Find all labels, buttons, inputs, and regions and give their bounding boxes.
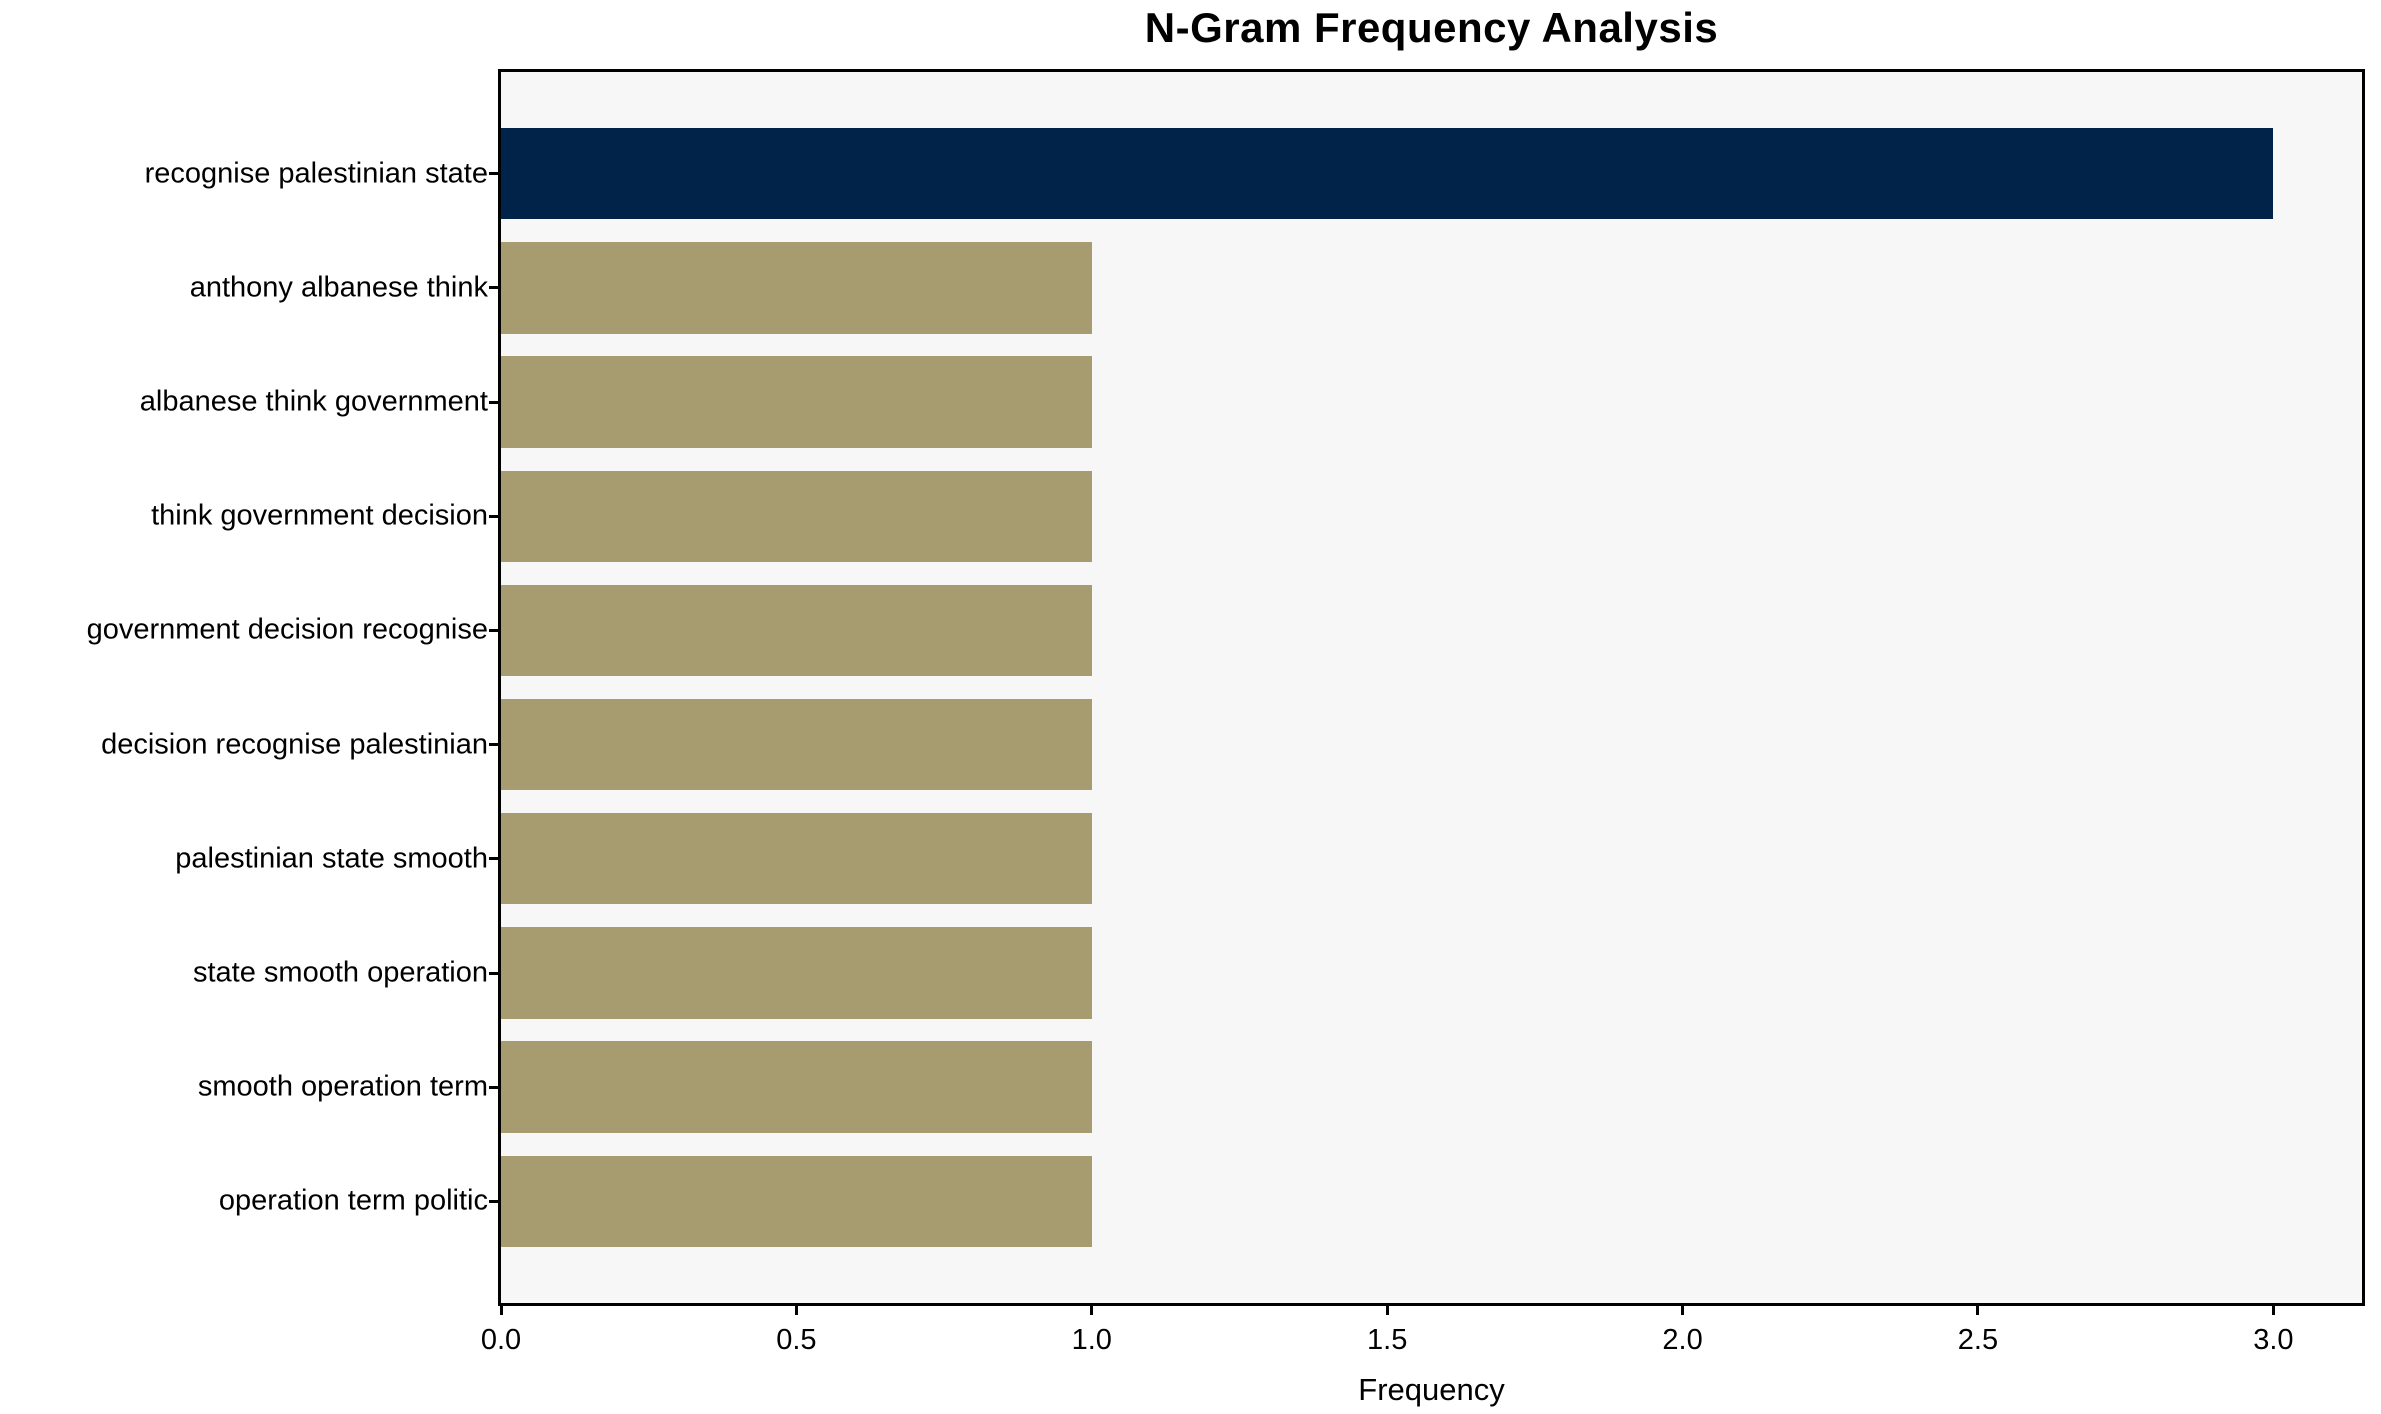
plot-area: [498, 69, 2365, 1306]
x-axis-title: Frequency: [1358, 1372, 1505, 1407]
bar: [501, 127, 2274, 220]
y-tick-mark: [489, 1085, 498, 1089]
y-tick-label: state smooth operation: [192, 956, 488, 989]
y-tick-mark: [489, 628, 498, 632]
bar-row: [501, 117, 2362, 231]
x-tick-label: 1.5: [1367, 1324, 1408, 1356]
bar-rows-container: [501, 72, 2362, 1303]
x-tick-label: 0.0: [480, 1324, 522, 1356]
bar-row: [501, 345, 2362, 459]
x-tick-mark: [794, 1306, 798, 1315]
x-tick-mark: [2271, 1306, 2275, 1315]
x-tick-mark: [1681, 1306, 1685, 1315]
y-tick-mark: [489, 743, 498, 747]
y-tick-mark: [489, 514, 498, 518]
y-tick-label: recognise palestinian state: [144, 157, 488, 190]
y-tick-label: smooth operation term: [197, 1070, 488, 1103]
bar: [501, 698, 1092, 791]
y-tick-label: think government decision: [151, 499, 488, 532]
x-tick-mark: [1385, 1306, 1389, 1315]
bar-row: [501, 231, 2362, 345]
y-tick-label: operation term politic: [218, 1184, 488, 1217]
bar: [501, 356, 1092, 448]
x-tick-label: 1.0: [1071, 1324, 1112, 1356]
bar-row: [501, 573, 2362, 687]
y-tick-mark: [489, 1199, 498, 1203]
bar-row: [501, 1144, 2362, 1258]
bar: [501, 927, 1092, 1019]
bar-row: [501, 802, 2362, 916]
chart-title: N-Gram Frequency Analysis: [1144, 4, 1719, 51]
bar: [501, 1155, 1092, 1247]
x-tick-mark: [1090, 1306, 1094, 1315]
bar: [501, 470, 1092, 562]
y-tick-mark: [489, 857, 498, 861]
y-tick-mark: [489, 172, 498, 176]
x-tick-mark: [1976, 1306, 1980, 1315]
x-tick-label: 2.0: [1662, 1324, 1703, 1356]
bar-row: [501, 459, 2362, 573]
y-tick-mark: [489, 971, 498, 975]
bar: [501, 1041, 1092, 1133]
bar: [501, 813, 1092, 905]
y-tick-label: palestinian state smooth: [175, 842, 488, 875]
x-tick-mark: [499, 1306, 503, 1315]
x-tick-label: 3.0: [2253, 1324, 2294, 1356]
x-tick-label: 2.5: [1957, 1324, 1999, 1356]
bar: [501, 584, 1092, 677]
y-tick-label: government decision recognise: [86, 613, 488, 646]
y-tick-label: decision recognise palestinian: [101, 728, 488, 761]
bar-row: [501, 688, 2362, 802]
bar: [501, 242, 1092, 334]
bar-row: [501, 1030, 2362, 1144]
x-tick-label: 0.5: [776, 1324, 817, 1356]
bar-row: [501, 916, 2362, 1030]
y-tick-label: albanese think government: [139, 385, 488, 418]
y-tick-label: anthony albanese think: [189, 271, 488, 304]
y-tick-mark: [489, 286, 498, 290]
y-tick-mark: [489, 400, 498, 404]
